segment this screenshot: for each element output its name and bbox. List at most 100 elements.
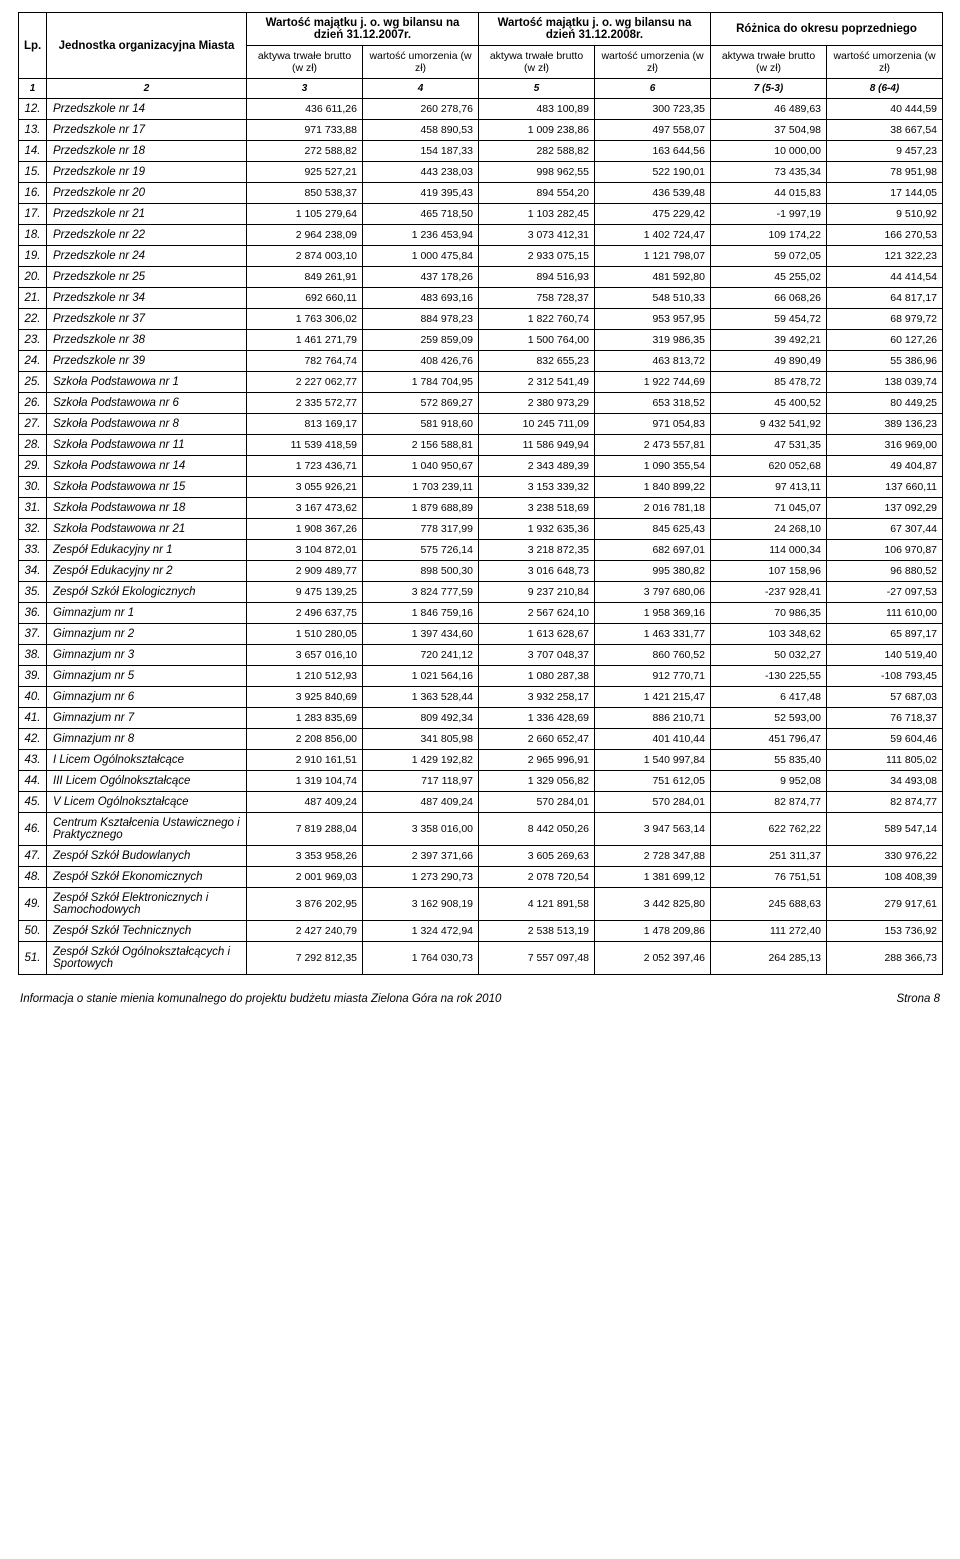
table-row: 23.Przedszkole nr 381 461 271,79259 859,… (19, 330, 943, 351)
cell-value: 8 442 050,26 (479, 813, 595, 846)
cell-unit-name: Zespół Szkół Ogólnokształcących i Sporto… (47, 942, 247, 975)
cell-unit-name: Gimnazjum nr 2 (47, 624, 247, 645)
cell-value: 1 381 699,12 (595, 867, 711, 888)
table-row: 37.Gimnazjum nr 21 510 280,051 397 434,6… (19, 624, 943, 645)
cell-value: 2 016 781,18 (595, 498, 711, 519)
cell-value: 2 933 075,15 (479, 246, 595, 267)
cell-value: 9 237 210,84 (479, 582, 595, 603)
cell-value: 481 592,80 (595, 267, 711, 288)
cell-value: 3 073 412,31 (479, 225, 595, 246)
cell-value: 912 770,71 (595, 666, 711, 687)
cell-unit-name: Przedszkole nr 20 (47, 183, 247, 204)
cell-value: 70 986,35 (711, 603, 827, 624)
cell-value: 898 500,30 (363, 561, 479, 582)
table-row: 17.Przedszkole nr 211 105 279,64465 718,… (19, 204, 943, 225)
cell-value: 437 178,26 (363, 267, 479, 288)
cell-unit-name: Przedszkole nr 14 (47, 99, 247, 120)
cell-value: 3 167 473,62 (247, 498, 363, 519)
cell-lp: 39. (19, 666, 47, 687)
cell-unit-name: Przedszkole nr 22 (47, 225, 247, 246)
cell-value: 76 751,51 (711, 867, 827, 888)
cell-lp: 20. (19, 267, 47, 288)
cell-unit-name: Przedszkole nr 17 (47, 120, 247, 141)
table-row: 39.Gimnazjum nr 51 210 512,931 021 564,1… (19, 666, 943, 687)
cell-unit-name: I Licem Ogólnokształcące (47, 750, 247, 771)
cell-value: 1 922 744,69 (595, 372, 711, 393)
cell-unit-name: Przedszkole nr 19 (47, 162, 247, 183)
cell-value: 2 496 637,75 (247, 603, 363, 624)
cell-value: 995 380,82 (595, 561, 711, 582)
cell-value: 52 593,00 (711, 708, 827, 729)
cell-value: 778 317,99 (363, 519, 479, 540)
assets-table: Lp. Jednostka organizacyjna Miasta Warto… (18, 12, 943, 975)
cell-value: 1 763 306,02 (247, 309, 363, 330)
cell-value: 717 118,97 (363, 771, 479, 792)
cell-unit-name: Szkoła Podstawowa nr 15 (47, 477, 247, 498)
cell-lp: 33. (19, 540, 47, 561)
header-sub-umorz-2008: wartość umorzenia (w zł) (595, 46, 711, 79)
cell-value: 622 762,22 (711, 813, 827, 846)
table-row: 32.Szkoła Podstawowa nr 211 908 367,2677… (19, 519, 943, 540)
table-row: 14.Przedszkole nr 18272 588,82154 187,33… (19, 141, 943, 162)
cell-value: 953 957,95 (595, 309, 711, 330)
cell-unit-name: Zespół Szkół Budowlanych (47, 846, 247, 867)
cell-value: 483 693,16 (363, 288, 479, 309)
cell-value: 1 105 279,64 (247, 204, 363, 225)
cell-unit-name: Zespół Edukacyjny nr 2 (47, 561, 247, 582)
cell-value: 107 158,96 (711, 561, 827, 582)
header-sub-brutto-2007: aktywa trwałe brutto (w zł) (247, 46, 363, 79)
footer-left: Informacja o stanie mienia komunalnego d… (20, 993, 501, 1005)
cell-value: 1 461 271,79 (247, 330, 363, 351)
cell-value: 1 703 239,11 (363, 477, 479, 498)
cell-value: 2 312 541,49 (479, 372, 595, 393)
table-row: 48.Zespół Szkół Ekonomicznych2 001 969,0… (19, 867, 943, 888)
cell-value: 850 538,37 (247, 183, 363, 204)
cell-value: 1 336 428,69 (479, 708, 595, 729)
cell-value: 451 796,47 (711, 729, 827, 750)
cell-value: 76 718,37 (827, 708, 943, 729)
cell-value: 3 153 339,32 (479, 477, 595, 498)
cell-value: 570 284,01 (479, 792, 595, 813)
cell-value: 1 090 355,54 (595, 456, 711, 477)
table-row: 50.Zespół Szkół Technicznych2 427 240,79… (19, 921, 943, 942)
cell-value: 3 055 926,21 (247, 477, 363, 498)
cell-lp: 47. (19, 846, 47, 867)
cell-unit-name: Szkoła Podstawowa nr 6 (47, 393, 247, 414)
cell-value: 55 835,40 (711, 750, 827, 771)
cell-value: 3 605 269,63 (479, 846, 595, 867)
cell-value: 751 612,05 (595, 771, 711, 792)
cell-value: 330 976,22 (827, 846, 943, 867)
cell-value: 548 510,33 (595, 288, 711, 309)
cell-value: 1 421 215,47 (595, 687, 711, 708)
cell-value: 998 962,55 (479, 162, 595, 183)
cell-value: 106 970,87 (827, 540, 943, 561)
cell-value: 60 127,26 (827, 330, 943, 351)
cell-value: 108 408,39 (827, 867, 943, 888)
cell-value: 65 897,17 (827, 624, 943, 645)
cell-value: 9 475 139,25 (247, 582, 363, 603)
cell-value: 1 958 369,16 (595, 603, 711, 624)
cell-value: 1 723 436,71 (247, 456, 363, 477)
cell-value: 300 723,35 (595, 99, 711, 120)
cell-value: -130 225,55 (711, 666, 827, 687)
cell-lp: 36. (19, 603, 47, 624)
cell-value: 71 045,07 (711, 498, 827, 519)
cell-unit-name: Zespół Szkół Ekonomicznych (47, 867, 247, 888)
cell-lp: 26. (19, 393, 47, 414)
cell-value: 1 840 899,22 (595, 477, 711, 498)
cell-value: 971 054,83 (595, 414, 711, 435)
cell-value: 2 156 588,81 (363, 435, 479, 456)
cell-value: 319 986,35 (595, 330, 711, 351)
cell-value: 3 925 840,69 (247, 687, 363, 708)
cell-value: 3 353 958,26 (247, 846, 363, 867)
table-row: 51.Zespół Szkół Ogólnokształcących i Spo… (19, 942, 943, 975)
cell-value: 9 432 541,92 (711, 414, 827, 435)
cell-value: 682 697,01 (595, 540, 711, 561)
cell-value: 720 241,12 (363, 645, 479, 666)
cell-value: 109 174,22 (711, 225, 827, 246)
header-sub-brutto-2008: aktywa trwałe brutto (w zł) (479, 46, 595, 79)
cell-lp: 45. (19, 792, 47, 813)
cell-value: 9 510,92 (827, 204, 943, 225)
table-row: 38.Gimnazjum nr 33 657 016,10720 241,123… (19, 645, 943, 666)
cell-value: 483 100,89 (479, 99, 595, 120)
